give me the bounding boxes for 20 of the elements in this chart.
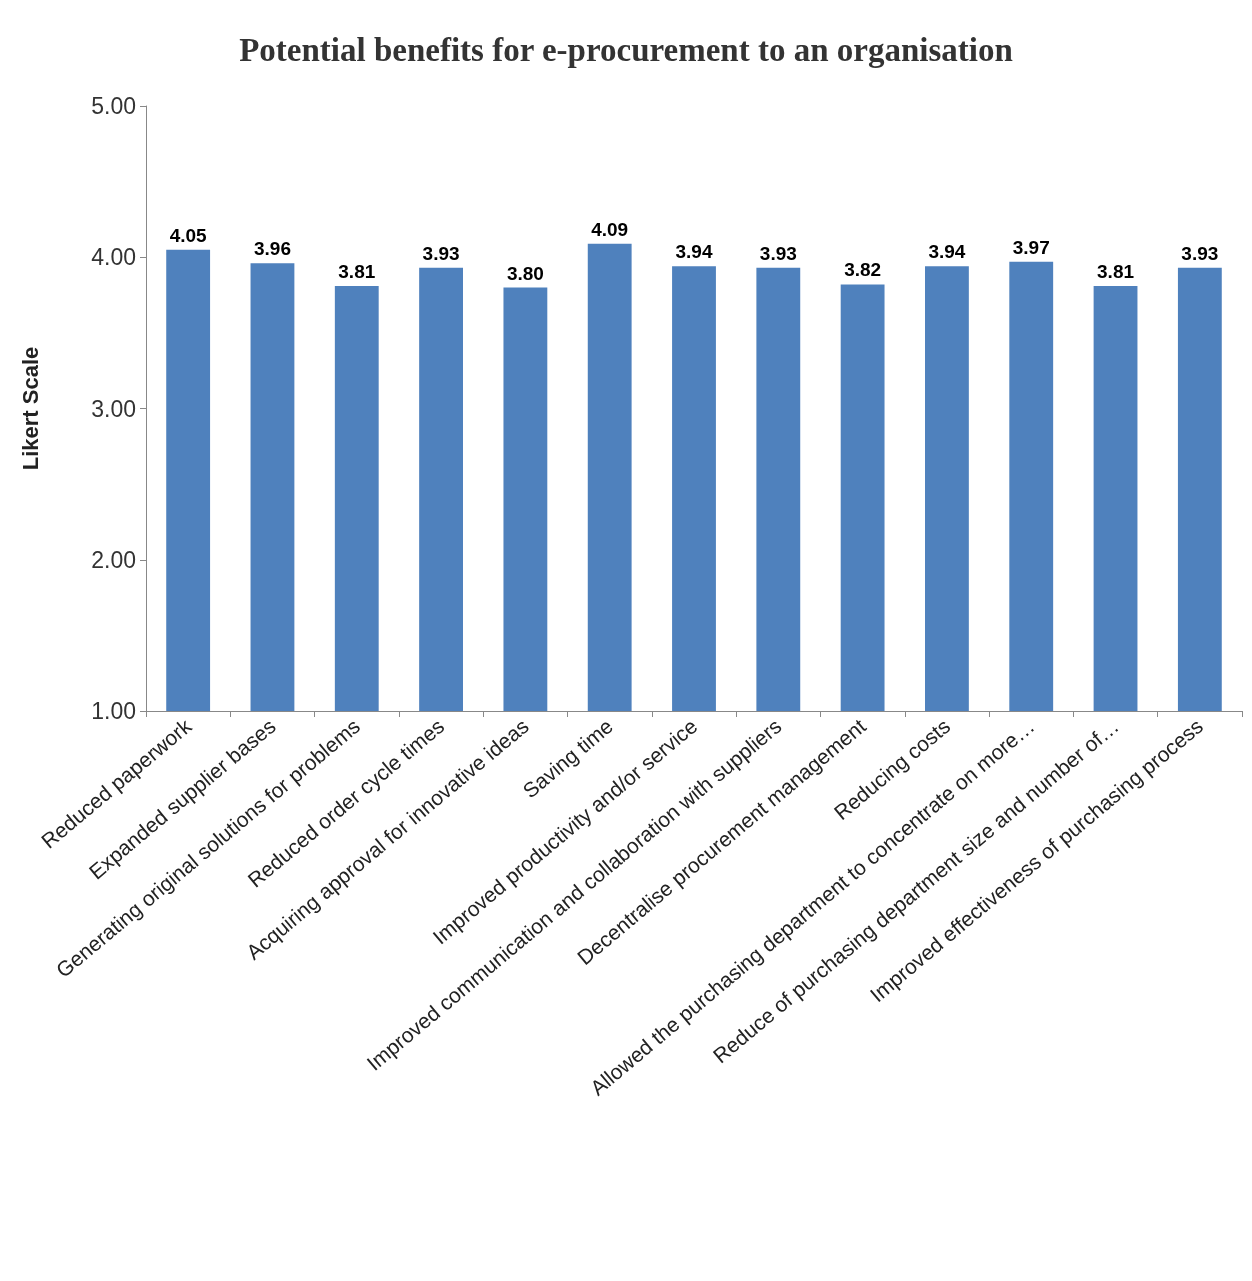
data-label: 3.93 bbox=[422, 242, 460, 264]
y-tick-label: 5.00 bbox=[91, 93, 136, 119]
data-label: 3.93 bbox=[759, 242, 797, 264]
data-label: 3.80 bbox=[506, 262, 544, 284]
data-label: 3.93 bbox=[1181, 242, 1219, 264]
data-label: 4.09 bbox=[591, 218, 629, 240]
y-tick-label: 2.00 bbox=[91, 546, 136, 573]
y-axis-title: Likert Scale bbox=[17, 346, 43, 471]
y-tick-label: 4.00 bbox=[91, 244, 136, 271]
data-label: 3.94 bbox=[675, 241, 713, 263]
data-label: 3.82 bbox=[844, 259, 882, 281]
data-label: 3.81 bbox=[1097, 260, 1135, 282]
data-label: 3.81 bbox=[338, 260, 376, 282]
y-tick-label: 1.00 bbox=[91, 698, 136, 724]
data-label: 3.96 bbox=[253, 238, 291, 260]
data-label: 3.94 bbox=[928, 241, 966, 263]
chart-title: Potential benefits for e-procurement to an organisation bbox=[239, 31, 1013, 68]
data-label: 3.97 bbox=[1012, 236, 1050, 258]
y-tick-label: 3.00 bbox=[91, 395, 136, 422]
data-label: 4.05 bbox=[169, 224, 208, 246]
